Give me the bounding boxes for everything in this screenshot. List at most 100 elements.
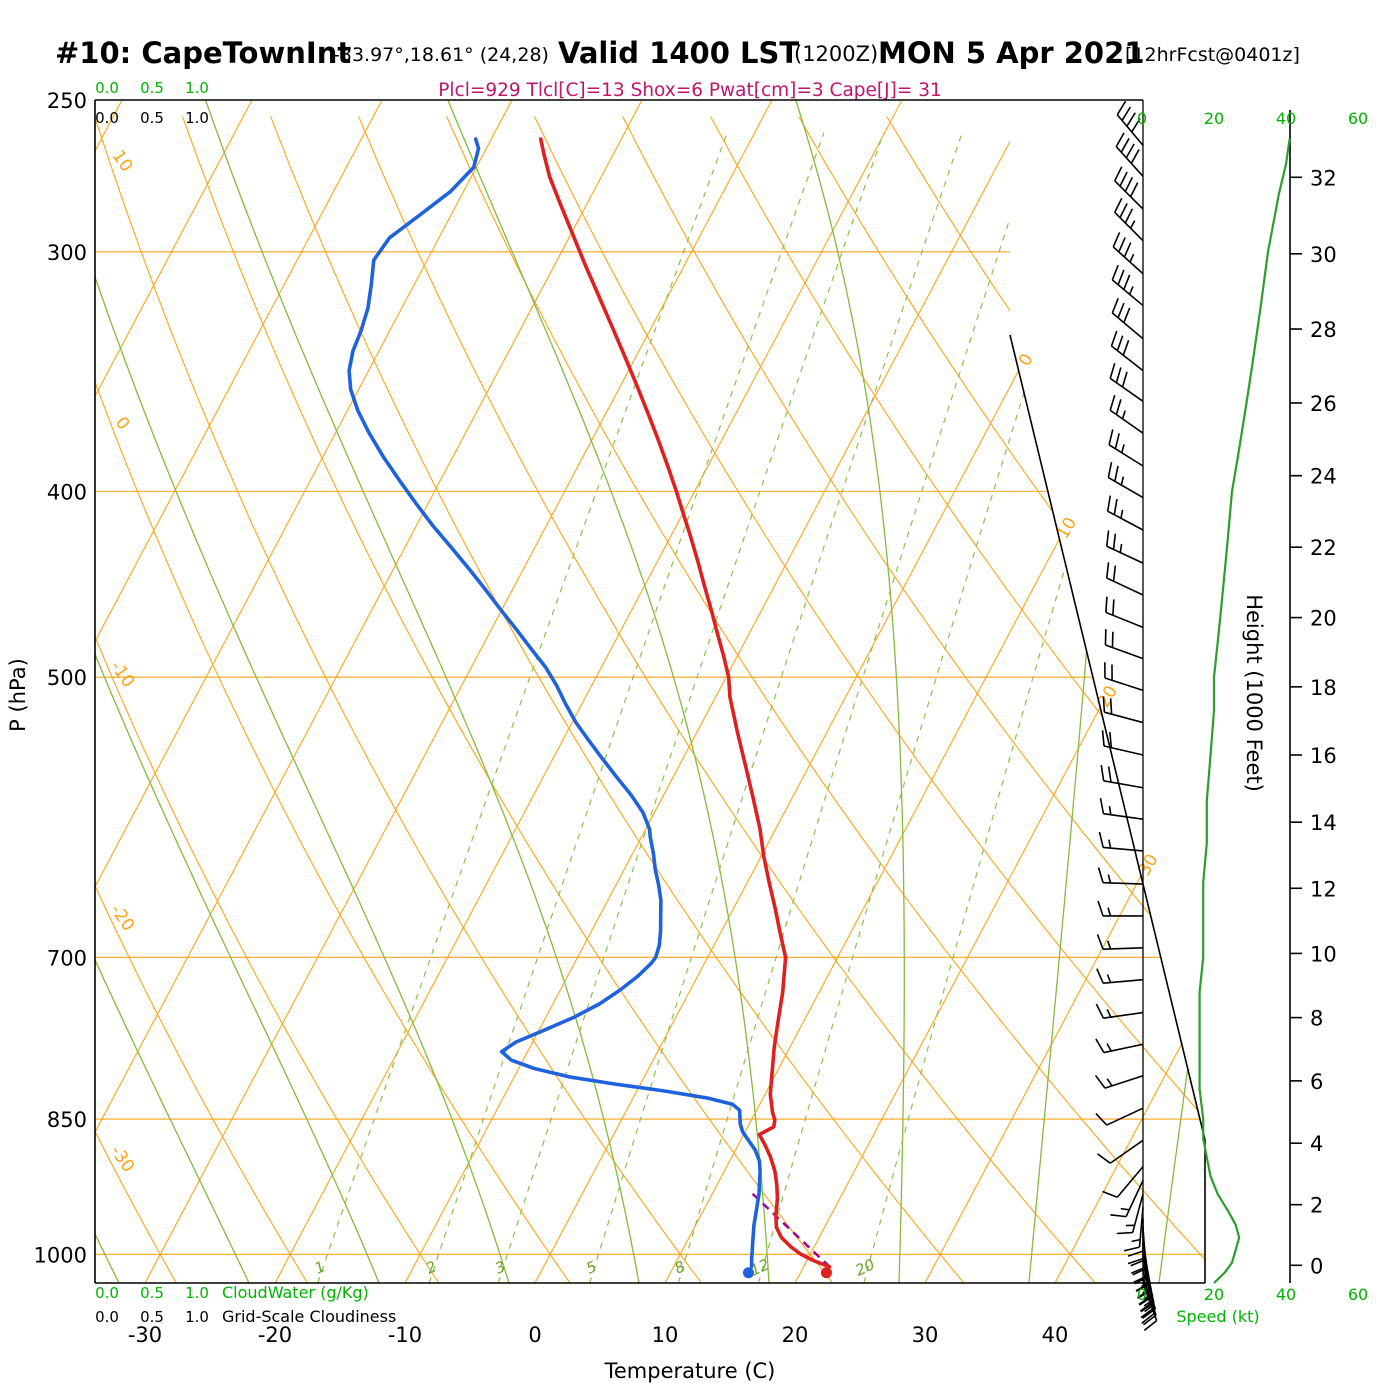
temperature-tick-label: 0 (528, 1323, 541, 1347)
height-tick-label: 22 (1310, 536, 1337, 560)
wind-barb (1123, 1207, 1144, 1252)
height-tick-label: 24 (1310, 465, 1337, 489)
surface-dewpoint-dot (742, 1267, 754, 1279)
height-tick-label: 4 (1310, 1132, 1323, 1156)
speed-tick-label: 40 (1276, 109, 1296, 128)
wind-barb (1111, 298, 1144, 340)
speed-tick-label: 0 (1137, 1285, 1147, 1304)
cloudwater-tick-label: 1.0 (185, 1284, 209, 1302)
wind-barb (1097, 867, 1144, 885)
speed-axis-title: Speed (kt) (1176, 1307, 1259, 1326)
mixing-ratio-label: 3 (492, 1257, 508, 1277)
temperature-tick-label: -10 (388, 1323, 422, 1347)
pressure-tick-label: 400 (47, 480, 87, 504)
wind-barb (1105, 530, 1144, 564)
wind-barb (1109, 362, 1144, 402)
wind-barb (1140, 1277, 1157, 1326)
mixing-ratio-label: 20 (853, 1255, 878, 1279)
skewt-grid (95, 100, 1205, 1283)
mixing-ratio-label: 5 (583, 1257, 599, 1277)
temperature-tick-label: 10 (652, 1323, 679, 1347)
wind-barb (1099, 797, 1144, 821)
pressure-tick-label: 300 (47, 241, 87, 265)
wind-barb (1096, 968, 1144, 984)
speed-tick-label: 0 (1137, 109, 1147, 128)
mixing-ratio-label: 8 (672, 1257, 688, 1277)
wind-barb (1104, 662, 1144, 692)
cloudwater-axis-title: CloudWater (g/Kg) (222, 1283, 369, 1302)
dewpoint-curve (347, 137, 762, 1269)
height-tick-label: 12 (1310, 877, 1337, 901)
wind-barb (1095, 1107, 1144, 1126)
cloudiness-tick-label: 0.0 (95, 1308, 119, 1326)
wind-barb (1114, 197, 1144, 242)
dry-adiabat-label: -20 (106, 901, 138, 935)
height-tick-label: 10 (1310, 942, 1337, 966)
wind-barb (1116, 100, 1144, 146)
forecast-info: [12hrFcst@0401z] (1125, 44, 1300, 66)
speed-tick-label: 60 (1348, 109, 1368, 128)
height-tick-label: 6 (1310, 1070, 1323, 1094)
wind-barb (1098, 831, 1144, 852)
height-tick-label: 28 (1310, 318, 1337, 342)
height-tick-label: 32 (1310, 166, 1337, 190)
temperature-curve (538, 137, 832, 1269)
wind-barb (1097, 1139, 1144, 1164)
wind-barb (1116, 1193, 1144, 1235)
height-tick-label: 30 (1310, 243, 1337, 267)
temperature-tick-label: 20 (782, 1323, 809, 1347)
wind-barb (1141, 1282, 1158, 1332)
cloudiness-tick-label: 1.0 (185, 109, 209, 127)
wind-barbs (1094, 100, 1158, 1332)
dry-adiabat-label: -10 (106, 657, 138, 691)
sounding-indices: Plcl=929 Tlcl[C]=13 Shox=6 Pwat[cm]=3 Ca… (438, 80, 942, 101)
speed-tick-label: 20 (1204, 1285, 1224, 1304)
valid-date: MON 5 Apr 2021 (878, 36, 1145, 70)
height-tick-label: 8 (1310, 1007, 1323, 1031)
dry-adiabat-label: 10 (108, 147, 137, 176)
isobar-lines (95, 251, 1205, 1255)
surface-temp-dot (820, 1267, 832, 1279)
mixing-ratio-label: 1 (312, 1257, 328, 1277)
height-axis-title: Height (1000 Feet) (1242, 594, 1266, 792)
wind-barb (1096, 934, 1144, 950)
wind-barb (1109, 394, 1144, 434)
dry-adiabat-label: -30 (106, 1142, 138, 1176)
height-tick-label: 16 (1310, 744, 1337, 768)
cloudiness-tick-label: 1.0 (185, 1308, 209, 1326)
mixing-ratio-label: 2 (423, 1257, 439, 1277)
pressure-tick-label: 850 (47, 1108, 87, 1132)
station-title: #10: CapeTownInt (55, 36, 352, 70)
wind-barb (1110, 330, 1144, 372)
cloudwater-tick-label: 0.0 (95, 1284, 119, 1302)
pressure-tick-label: 250 (47, 89, 87, 113)
wind-barb (1095, 1003, 1144, 1019)
height-tick-label: 18 (1310, 676, 1337, 700)
dry-adiabat-label: 0 (111, 413, 134, 433)
wind-barb (1102, 1166, 1144, 1199)
wind-barb (1115, 132, 1144, 177)
wind-barb (1112, 232, 1144, 275)
temperature-tick-label: 40 (1042, 1323, 1069, 1347)
wind-barb (1108, 429, 1144, 467)
station-coords: -33.97°,18.61° (24,28) (333, 44, 549, 66)
wind-barb (1107, 461, 1144, 499)
temperature-tick-label: -30 (128, 1323, 162, 1347)
height-tick-label: 0 (1310, 1254, 1323, 1278)
wind-barb (1106, 495, 1144, 531)
speed-tick-label: 40 (1276, 1285, 1296, 1304)
valid-time: Valid 1400 LST (558, 36, 800, 70)
cloudiness-tick-label: 0.0 (95, 109, 119, 127)
speed-profile-curve (1198, 138, 1291, 1284)
wind-barb (1105, 596, 1144, 629)
cloudwater-tick-label: 0.0 (95, 79, 119, 97)
wind-barb (1111, 264, 1144, 307)
wind-barb (1100, 765, 1144, 789)
plot-frame (94, 99, 1291, 1284)
valid-zulu: (1200Z) (794, 42, 879, 66)
wind-barb (1110, 1180, 1144, 1218)
speed-tick-label: 20 (1204, 109, 1224, 128)
